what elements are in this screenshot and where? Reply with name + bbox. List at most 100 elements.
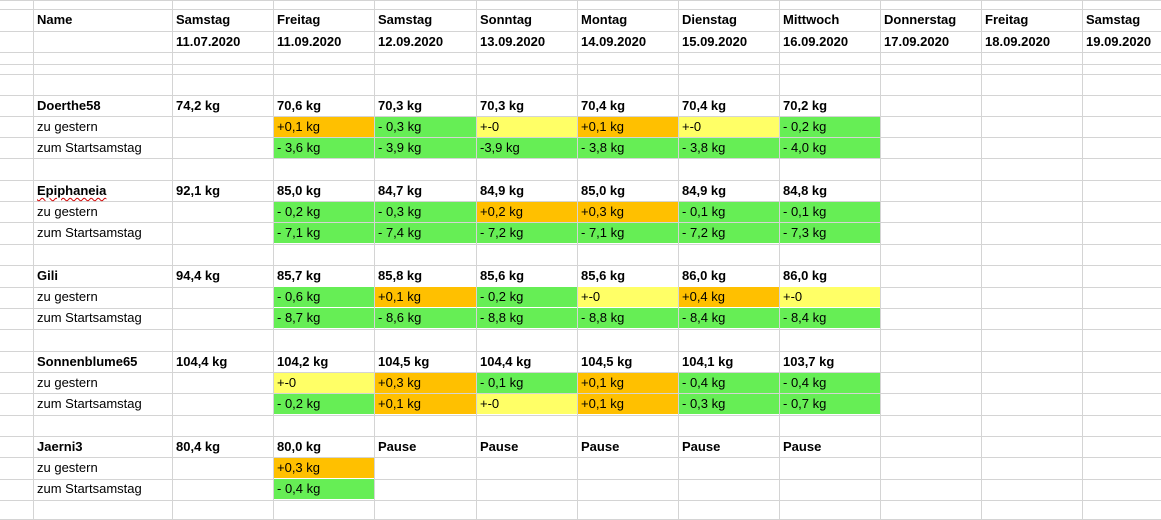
participant-name[interactable]: Epiphaneia: [37, 183, 107, 198]
header-day-cell[interactable]: Montag: [581, 12, 628, 27]
weight-cell[interactable]: 104,5 kg: [378, 354, 430, 369]
weight-cell[interactable]: 85,7 kg: [277, 268, 322, 283]
weight-cell[interactable]: 70,3 kg: [378, 98, 423, 113]
diff-yesterday-cell[interactable]: +-0: [679, 117, 779, 137]
row-label-zum-startsamstag[interactable]: zum Startsamstag: [37, 310, 142, 325]
diff-start-cell[interactable]: - 7,2 kg: [477, 223, 577, 243]
weight-cell[interactable]: 85,0 kg: [277, 183, 322, 198]
diff-start-cell[interactable]: - 0,4 kg: [274, 479, 374, 499]
row-label-zum-startsamstag[interactable]: zum Startsamstag: [37, 396, 142, 411]
diff-yesterday-cell[interactable]: +-0: [477, 117, 577, 137]
weight-cell[interactable]: Pause: [480, 439, 519, 454]
start-weight-cell[interactable]: 74,2 kg: [176, 98, 221, 113]
header-day-cell[interactable]: Samstag: [1086, 12, 1141, 27]
diff-yesterday-cell[interactable]: - 0,1 kg: [477, 373, 577, 393]
header-date-cell[interactable]: 13.09.2020: [480, 34, 546, 49]
start-weight-cell[interactable]: 104,4 kg: [176, 354, 228, 369]
diff-start-cell[interactable]: - 3,8 kg: [679, 138, 779, 158]
row-label-zum-startsamstag[interactable]: zum Startsamstag: [37, 481, 142, 496]
weight-cell[interactable]: 84,7 kg: [378, 183, 423, 198]
header-day-cell[interactable]: Mittwoch: [783, 12, 840, 27]
participant-name[interactable]: Doerthe58: [37, 98, 101, 113]
weight-cell[interactable]: 70,2 kg: [783, 98, 828, 113]
diff-start-cell[interactable]: - 3,9 kg: [375, 138, 476, 158]
weight-cell[interactable]: 85,6 kg: [581, 268, 626, 283]
weight-cell[interactable]: 104,5 kg: [581, 354, 633, 369]
weight-cell[interactable]: 85,8 kg: [378, 268, 423, 283]
diff-start-cell[interactable]: +0,1 kg: [578, 394, 678, 414]
diff-start-cell[interactable]: - 7,1 kg: [578, 223, 678, 243]
header-day-cell[interactable]: Freitag: [985, 12, 1029, 27]
header-date-cell[interactable]: 11.07.2020: [176, 34, 241, 49]
header-date-cell[interactable]: 12.09.2020: [378, 34, 444, 49]
header-date-cell[interactable]: 18.09.2020: [985, 34, 1051, 49]
start-weight-cell[interactable]: 94,4 kg: [176, 268, 221, 283]
row-label-zum-startsamstag[interactable]: zum Startsamstag: [37, 225, 142, 240]
diff-start-cell[interactable]: - 3,6 kg: [274, 138, 374, 158]
row-label-zu-gestern[interactable]: zu gestern: [37, 119, 98, 134]
diff-yesterday-cell[interactable]: - 0,4 kg: [780, 373, 880, 393]
row-label-zu-gestern[interactable]: zu gestern: [37, 460, 98, 475]
participant-name[interactable]: Sonnenblume65: [37, 354, 138, 369]
diff-start-cell[interactable]: - 8,7 kg: [274, 308, 374, 328]
header-date-cell[interactable]: 16.09.2020: [783, 34, 849, 49]
weight-cell[interactable]: 70,6 kg: [277, 98, 322, 113]
weight-cell[interactable]: 70,3 kg: [480, 98, 525, 113]
diff-yesterday-cell[interactable]: +0,2 kg: [477, 202, 577, 222]
weight-cell[interactable]: Pause: [581, 439, 620, 454]
diff-yesterday-cell[interactable]: +0,3 kg: [578, 202, 678, 222]
diff-start-cell[interactable]: +0,1 kg: [375, 394, 476, 414]
row-label-zu-gestern[interactable]: zu gestern: [37, 204, 98, 219]
diff-yesterday-cell[interactable]: - 0,3 kg: [375, 202, 476, 222]
diff-start-cell[interactable]: - 0,2 kg: [274, 394, 374, 414]
header-day-cell[interactable]: Name: [37, 12, 73, 27]
diff-yesterday-cell[interactable]: +0,4 kg: [679, 287, 779, 307]
row-label-zum-startsamstag[interactable]: zum Startsamstag: [37, 140, 142, 155]
weight-cell[interactable]: 104,4 kg: [480, 354, 532, 369]
weight-cell[interactable]: 70,4 kg: [581, 98, 626, 113]
weight-cell[interactable]: 104,2 kg: [277, 354, 329, 369]
diff-start-cell[interactable]: - 3,8 kg: [578, 138, 678, 158]
weight-cell[interactable]: 84,9 kg: [480, 183, 525, 198]
diff-start-cell[interactable]: -3,9 kg: [477, 138, 577, 158]
diff-yesterday-cell[interactable]: +-0: [274, 373, 374, 393]
weight-cell[interactable]: 86,0 kg: [783, 268, 828, 283]
weight-cell[interactable]: Pause: [783, 439, 822, 454]
start-weight-cell[interactable]: 80,4 kg: [176, 439, 221, 454]
diff-yesterday-cell[interactable]: - 0,6 kg: [274, 287, 374, 307]
diff-yesterday-cell[interactable]: +0,1 kg: [578, 373, 678, 393]
weight-cell[interactable]: 80,0 kg: [277, 439, 322, 454]
header-date-cell[interactable]: 15.09.2020: [682, 34, 748, 49]
diff-start-cell[interactable]: - 7,2 kg: [679, 223, 779, 243]
diff-start-cell[interactable]: - 4,0 kg: [780, 138, 880, 158]
diff-yesterday-cell[interactable]: - 0,4 kg: [679, 373, 779, 393]
header-date-cell[interactable]: 17.09.2020: [884, 34, 950, 49]
diff-yesterday-cell[interactable]: +0,3 kg: [274, 458, 374, 478]
start-weight-cell[interactable]: 92,1 kg: [176, 183, 221, 198]
diff-yesterday-cell[interactable]: +-0: [780, 287, 880, 307]
header-date-cell[interactable]: 11.09.2020: [277, 34, 342, 49]
diff-yesterday-cell[interactable]: - 0,2 kg: [780, 117, 880, 137]
diff-start-cell[interactable]: - 8,8 kg: [477, 308, 577, 328]
row-label-zu-gestern[interactable]: zu gestern: [37, 289, 98, 304]
diff-start-cell[interactable]: - 7,1 kg: [274, 223, 374, 243]
header-day-cell[interactable]: Freitag: [277, 12, 321, 27]
diff-start-cell[interactable]: - 8,8 kg: [578, 308, 678, 328]
weight-cell[interactable]: 86,0 kg: [682, 268, 727, 283]
diff-yesterday-cell[interactable]: +0,1 kg: [274, 117, 374, 137]
diff-yesterday-cell[interactable]: +0,1 kg: [375, 287, 476, 307]
header-day-cell[interactable]: Samstag: [378, 12, 433, 27]
weight-cell[interactable]: 84,9 kg: [682, 183, 727, 198]
diff-yesterday-cell[interactable]: - 0,2 kg: [477, 287, 577, 307]
header-date-cell[interactable]: 14.09.2020: [581, 34, 647, 49]
diff-start-cell[interactable]: - 7,3 kg: [780, 223, 880, 243]
row-label-zu-gestern[interactable]: zu gestern: [37, 375, 98, 390]
header-day-cell[interactable]: Dienstag: [682, 12, 737, 27]
weight-cell[interactable]: 104,1 kg: [682, 354, 734, 369]
diff-start-cell[interactable]: - 7,4 kg: [375, 223, 476, 243]
diff-start-cell[interactable]: - 8,4 kg: [780, 308, 880, 328]
participant-name[interactable]: Jaerni3: [37, 439, 83, 454]
weight-cell[interactable]: Pause: [682, 439, 721, 454]
weight-cell[interactable]: 84,8 kg: [783, 183, 828, 198]
header-day-cell[interactable]: Donnerstag: [884, 12, 957, 27]
